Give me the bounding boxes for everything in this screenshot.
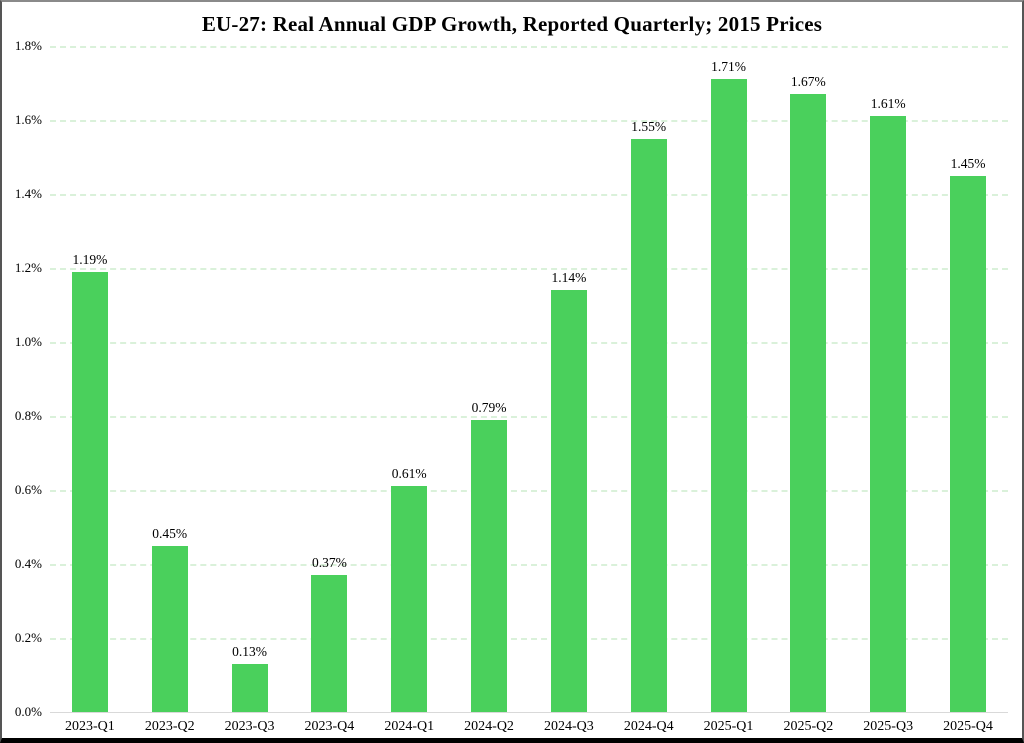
bar-value-label: 0.37% [311, 555, 347, 571]
y-tick-label: 1.8% [14, 38, 42, 53]
plot-area: 1.19% 0.45% 0.13% 0.37% 0.61% 0.79% 1.14% 1.55%… [50, 46, 1008, 713]
bar [231, 663, 268, 712]
bar [710, 79, 747, 712]
bar [471, 419, 508, 712]
x-tick-label: 2025-Q4 [943, 719, 993, 734]
gridline [50, 637, 1008, 640]
bar-value-label: 0.45% [152, 525, 188, 541]
bar [71, 271, 108, 712]
chart-title: EU-27: Real Annual GDP Growth, Reported … [201, 12, 823, 36]
x-axis: 2023-Q1 2023-Q2 2023-Q3 2023-Q4 2024-Q1 2024-… [50, 719, 1008, 735]
gridline [50, 564, 1008, 566]
x-tick-label: 2023-Q2 [144, 719, 195, 734]
gridline [50, 268, 1008, 270]
bar-value-label: 1.45% [950, 155, 986, 171]
bar-column: 0.13% [210, 46, 290, 712]
gridline [50, 490, 1008, 492]
bar-column: 1.71% [689, 46, 769, 712]
x-tick-label: 2024-Q2 [464, 719, 514, 734]
bar-value-label: 1.55% [631, 118, 667, 134]
bar [151, 545, 188, 712]
bar-value-label: 1.19% [72, 251, 108, 267]
x-tick-label: 2025-Q1 [703, 719, 754, 734]
x-axis-line [50, 712, 1008, 713]
bar [790, 94, 827, 712]
x-tick-label: 2024-Q1 [384, 719, 435, 734]
bar-value-label: 0.79% [471, 399, 507, 415]
y-tick-label: 0.8% [14, 408, 42, 423]
y-tick-label: 1.4% [14, 185, 42, 201]
gridline [50, 46, 1008, 48]
y-tick-label: 0.0% [14, 704, 42, 719]
bar-column: 1.45% [928, 46, 1008, 712]
bar-column: 0.61% [369, 46, 449, 712]
bar-value-label: 1.71% [711, 59, 746, 75]
bar-value-label: 0.61% [391, 466, 427, 482]
bar [950, 175, 987, 712]
bar-value-label: 1.61% [870, 96, 906, 112]
x-tick-label: 2025-Q3 [863, 719, 914, 734]
bar [311, 575, 348, 712]
bar-column: 0.37% [289, 46, 369, 712]
y-tick-label: 1.6% [14, 111, 42, 127]
bar-column: 0.79% [449, 46, 529, 712]
x-tick-label: 2023-Q1 [65, 719, 115, 734]
x-tick-label: 2025-Q2 [783, 719, 834, 734]
y-axis: 0.0% 0.2% 0.4% 0.6% 0.8% 1.0% 1.2% 1.4% 1.6% 1.8% [2, 39, 44, 719]
bar-value-label: 1.14% [551, 270, 587, 286]
bar-column: 1.14% [529, 46, 609, 712]
x-tick-label: 2023-Q4 [304, 719, 355, 734]
bar-column: 1.67% [768, 46, 848, 712]
y-tick-label: 1.2% [14, 259, 42, 275]
y-tick-label: 0.6% [14, 481, 42, 497]
gridline [50, 341, 1008, 344]
bar-value-label: 1.67% [790, 74, 826, 90]
bar-column: 1.19% [50, 46, 130, 712]
bar-column: 1.61% [848, 46, 928, 712]
x-tick-label: 2024-Q4 [623, 719, 674, 734]
bar-column: 0.45% [130, 46, 210, 712]
gridline [50, 193, 1008, 196]
y-tick-label: 1.0% [14, 333, 42, 349]
bar-column: 1.55% [609, 46, 689, 712]
gridline [50, 416, 1008, 418]
y-tick-label: 0.4% [14, 556, 42, 571]
bar [630, 138, 667, 712]
gridline [50, 119, 1008, 122]
bar-value-label: 0.13% [232, 643, 267, 659]
bars-row: 1.19% 0.45% 0.13% 0.37% 0.61% 0.79% 1.14% 1.55%… [50, 46, 1008, 712]
x-tick-label: 2024-Q3 [543, 719, 594, 734]
bar [550, 290, 587, 712]
y-tick-label: 0.2% [14, 629, 42, 645]
x-tick-label: 2023-Q3 [224, 719, 275, 734]
bar [391, 486, 428, 712]
bar [870, 116, 907, 712]
